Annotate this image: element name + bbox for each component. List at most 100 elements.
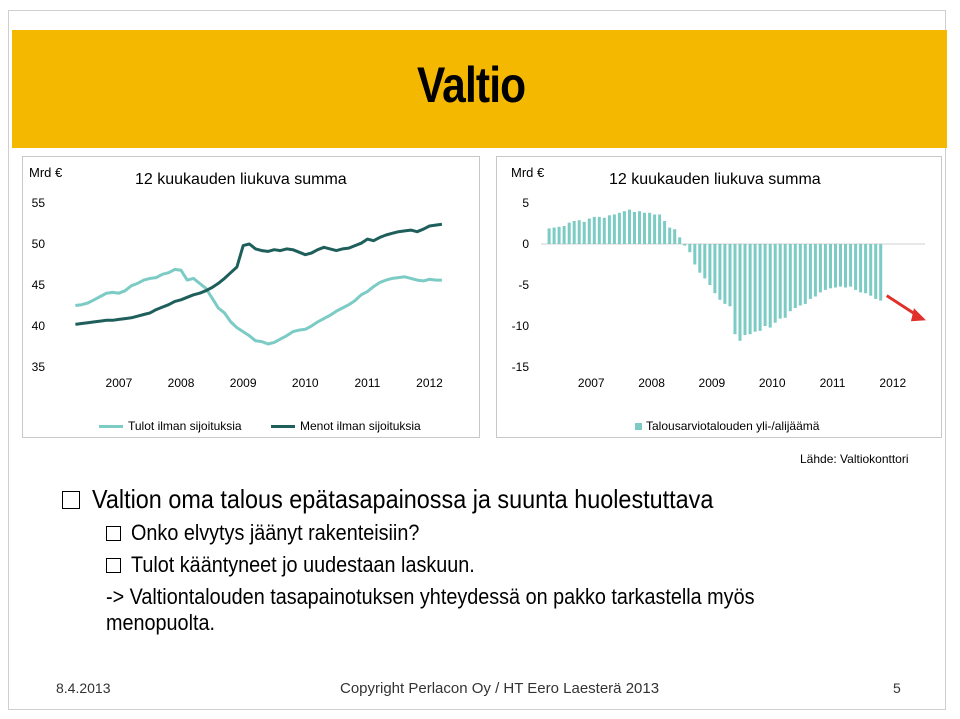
legend-spend-swatch bbox=[271, 424, 295, 428]
legend-spend-label: Menot ilman sijoituksia bbox=[300, 419, 421, 433]
balance-bar bbox=[753, 244, 757, 332]
left-x-tick-label: 2012 bbox=[416, 376, 443, 390]
bullet-main: Valtion oma talous epätasapainossa ja su… bbox=[62, 484, 782, 515]
balance-bar bbox=[869, 244, 873, 296]
balance-bar bbox=[557, 226, 561, 244]
balance-bar bbox=[693, 244, 697, 265]
left-x-tick-label: 2011 bbox=[354, 376, 380, 390]
left-x-tick-label: 2007 bbox=[106, 376, 133, 390]
bullet-sub-1: Onko elvytys jäänyt rakenteisiin? bbox=[106, 520, 451, 546]
legend-income-swatch bbox=[99, 424, 123, 428]
balance-bar bbox=[813, 244, 817, 297]
right-x-tick-label: 2012 bbox=[879, 376, 906, 390]
balance-bar bbox=[849, 244, 853, 287]
balance-bar bbox=[829, 244, 832, 289]
trend-arrow-head-icon bbox=[910, 308, 926, 322]
left-chart-unit: Mrd € bbox=[29, 165, 63, 180]
right-x-tick-label: 2007 bbox=[578, 376, 605, 390]
balance-bar bbox=[592, 216, 596, 244]
balance-bar bbox=[653, 214, 657, 244]
balance-bar bbox=[622, 211, 626, 244]
slide-frame bbox=[8, 10, 946, 710]
left-y-tick-label: 35 bbox=[32, 360, 46, 374]
right-y-tick-label: 5 bbox=[522, 196, 529, 210]
balance-bar bbox=[763, 244, 767, 326]
balance-bar bbox=[783, 244, 787, 318]
balance-bar bbox=[552, 227, 556, 244]
balance-bar bbox=[788, 244, 792, 312]
footer-page-number: 5 bbox=[893, 680, 901, 696]
left-line-chart: 55 50 45 40 35 2007 2008 2009 2010 2011 2012 bbox=[32, 196, 444, 390]
right-chart-title: 12 kuukauden liukuva summa bbox=[609, 171, 821, 188]
legend-balance-swatch bbox=[635, 422, 642, 430]
balance-bar bbox=[617, 212, 621, 244]
balance-bar bbox=[728, 244, 732, 307]
balance-bar bbox=[808, 244, 812, 299]
left-y-tick-label: 45 bbox=[32, 278, 46, 292]
balance-bar bbox=[577, 220, 581, 244]
balance-bar bbox=[688, 244, 692, 253]
bullet-main-text: Valtion oma talous epätasapainossa ja su… bbox=[92, 484, 714, 514]
balance-bar bbox=[718, 244, 722, 300]
right-chart-panel: Mrd € 12 kuukauden liukuva summa 5 0 -5 -10… bbox=[496, 156, 942, 438]
balance-bar bbox=[793, 244, 797, 308]
balance-bar bbox=[658, 214, 662, 244]
balance-bar bbox=[818, 244, 822, 293]
right-y-tick-label: -5 bbox=[518, 278, 529, 292]
balance-bar bbox=[768, 244, 772, 328]
balance-bar bbox=[758, 244, 762, 331]
balance-bar bbox=[778, 244, 782, 319]
balance-bar bbox=[638, 211, 641, 244]
balance-bar bbox=[628, 209, 631, 244]
balance-bar bbox=[738, 244, 742, 341]
slide-title: Valtio bbox=[417, 57, 526, 113]
balance-bar bbox=[723, 244, 727, 304]
right-x-tick-label: 2008 bbox=[638, 376, 665, 390]
right-legend-balance: Talousarviotalouden yli-/alijäämä bbox=[635, 419, 819, 433]
balance-bar bbox=[713, 244, 717, 294]
left-legend-spend: Menot ilman sijoituksia bbox=[271, 419, 421, 433]
balance-bar bbox=[879, 244, 883, 301]
right-y-tick-label: -15 bbox=[512, 360, 530, 374]
balance-bar bbox=[663, 221, 667, 244]
balance-bar bbox=[612, 214, 616, 244]
balance-bar bbox=[798, 244, 802, 306]
balance-bar bbox=[572, 221, 576, 244]
balance-bar bbox=[673, 229, 677, 244]
bullet-sub-1-text: Onko elvytys jäänyt rakenteisiin? bbox=[131, 520, 420, 545]
balance-bar bbox=[859, 244, 863, 293]
balance-bar bbox=[547, 228, 551, 244]
left-chart-title: 12 kuukauden liukuva summa bbox=[135, 171, 347, 188]
balance-bar bbox=[648, 212, 652, 244]
left-chart-panel: Mrd € 12 kuukauden liukuva summa 55 50 45 4… bbox=[22, 156, 480, 438]
balance-bar bbox=[698, 244, 702, 273]
balance-bar bbox=[854, 244, 858, 290]
balance-bar bbox=[567, 222, 571, 244]
footer-date: 8.4.2013 bbox=[56, 680, 111, 696]
spend-series-line bbox=[75, 222, 443, 326]
left-legend-income: Tulot ilman sijoituksia bbox=[99, 419, 242, 433]
left-x-tick-label: 2008 bbox=[168, 376, 195, 390]
legend-balance-label: Talousarviotalouden yli-/alijäämä bbox=[646, 419, 820, 433]
balance-bar bbox=[668, 227, 672, 244]
right-chart-unit: Mrd € bbox=[511, 165, 545, 180]
income-series-line bbox=[75, 267, 442, 346]
checkbox-bullet-icon bbox=[106, 525, 121, 541]
balance-bar bbox=[607, 215, 611, 244]
checkbox-bullet-icon bbox=[62, 490, 80, 509]
source-note: Lähde: Valtiokonttori bbox=[800, 452, 909, 466]
balance-bar bbox=[844, 244, 847, 288]
right-y-tick-label: 0 bbox=[522, 237, 529, 251]
left-y-tick-label: 40 bbox=[32, 319, 46, 333]
right-bar-chart: 5 0 -5 -10 -15 2007 2008 2009 2010 2011 2012 bbox=[512, 196, 926, 390]
balance-bar bbox=[683, 244, 687, 246]
left-y-tick-label: 50 bbox=[32, 237, 46, 251]
balance-bar bbox=[708, 244, 712, 285]
balance-bar bbox=[678, 237, 682, 244]
checkbox-bullet-icon bbox=[106, 557, 121, 573]
balance-bar bbox=[587, 218, 591, 244]
balance-bar bbox=[773, 244, 777, 323]
balance-bar bbox=[748, 244, 752, 335]
right-x-tick-label: 2010 bbox=[759, 376, 786, 390]
